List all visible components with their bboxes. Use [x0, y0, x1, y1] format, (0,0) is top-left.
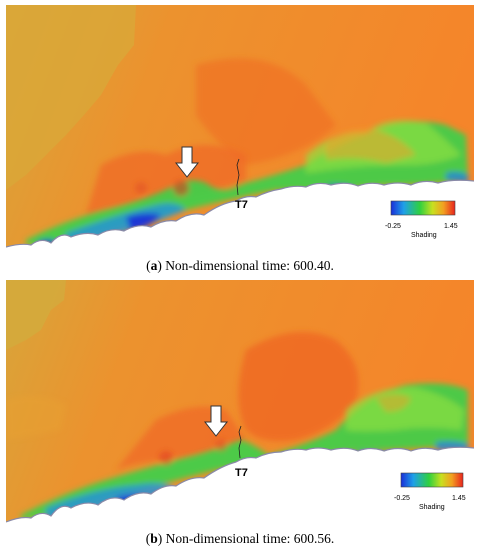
arrow-icon	[174, 146, 200, 178]
probe-label: T7	[235, 199, 248, 211]
colorbar-min-label: -0.25	[394, 495, 410, 502]
colorbar-max-label: 1.45	[444, 223, 458, 230]
colorbar-title: Shading	[411, 232, 437, 239]
arrow-icon	[203, 405, 229, 437]
flow-field-image-b: T7 -0.25 1.45 Shading	[6, 280, 474, 527]
panel-a-flow-field: T7 -0.25 1.45 Shading	[6, 5, 474, 252]
colorbar-title: Shading	[419, 504, 445, 511]
caption-a: (a) Non-dimensional time: 600.40.	[146, 258, 334, 273]
flow-field-image-a: T7 -0.25 1.45 Shading	[6, 5, 474, 252]
caption-b: (b) Non-dimensional time: 600.56.	[145, 531, 335, 546]
colorbar: -0.25 1.45 Shading	[385, 200, 458, 239]
caption-a-text: Non-dimensional time: 600.40.	[165, 258, 334, 273]
colorbar-min-label: -0.25	[385, 223, 401, 230]
panel-b-flow-field: T7 -0.25 1.45 Shading	[6, 280, 474, 527]
caption-a-letter: a	[150, 258, 158, 273]
probe-line	[236, 158, 240, 196]
caption-b-letter: b	[150, 531, 158, 546]
colorbar-max-label: 1.45	[452, 495, 466, 502]
probe-label: T7	[235, 467, 248, 479]
colorbar: -0.25 1.45 Shading	[394, 472, 466, 511]
caption-b-text: Non-dimensional time: 600.56.	[165, 531, 335, 546]
probe-line	[238, 425, 242, 459]
